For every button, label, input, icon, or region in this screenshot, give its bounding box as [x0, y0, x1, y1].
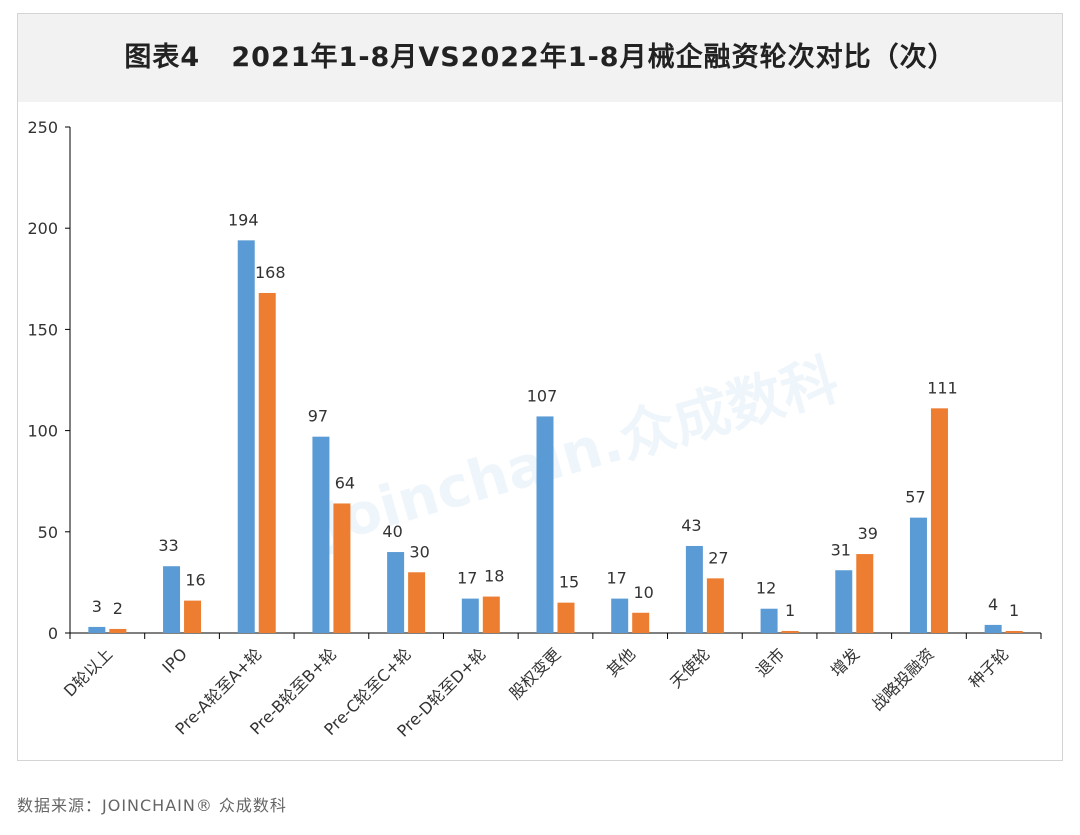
bar-2022 — [706, 578, 724, 633]
data-label: 97 — [308, 407, 328, 426]
bar-2021 — [909, 517, 927, 633]
bar-2022 — [258, 292, 276, 633]
y-tick-label: 200 — [27, 219, 58, 238]
bar-2022 — [632, 612, 650, 633]
y-tick-label: 150 — [27, 320, 58, 339]
data-label: 3 — [92, 597, 102, 616]
bar-2022 — [482, 596, 500, 633]
category-label: 战略投融资 — [868, 644, 938, 714]
data-label: 17 — [457, 569, 477, 588]
source-note: 数据来源：JOINCHAIN® 众成数科 — [17, 796, 287, 815]
data-label: 43 — [681, 516, 701, 535]
data-label: 107 — [527, 386, 558, 405]
bar-2022 — [1005, 630, 1023, 633]
data-label: 40 — [382, 522, 402, 541]
category-label: 其他 — [603, 644, 639, 680]
bar-2021 — [760, 608, 778, 633]
data-label: 16 — [185, 571, 205, 590]
bar-2022 — [408, 572, 426, 633]
category-label: 种子轮 — [965, 644, 1012, 691]
y-tick-label: 100 — [27, 422, 58, 441]
title-band — [18, 14, 1062, 102]
bar-2021 — [461, 598, 479, 633]
data-label: 168 — [255, 263, 286, 282]
bar-2021 — [835, 570, 853, 633]
bar-2021 — [536, 416, 554, 633]
bar-2022 — [333, 503, 351, 633]
bar-2022 — [557, 602, 575, 633]
data-label: 4 — [988, 595, 998, 614]
bar-2022 — [856, 554, 874, 633]
bar-2021 — [685, 545, 703, 633]
bar-2021 — [312, 436, 330, 633]
y-tick-label: 250 — [27, 118, 58, 137]
bar-2021 — [984, 624, 1002, 633]
category-label: 退市 — [752, 644, 788, 680]
data-label: 17 — [607, 569, 627, 588]
data-label: 57 — [905, 488, 925, 507]
data-label: 64 — [335, 473, 355, 492]
data-label: 15 — [559, 573, 579, 592]
y-tick-label: 50 — [38, 523, 58, 542]
data-label: 31 — [831, 540, 851, 559]
data-label: 2 — [113, 599, 123, 618]
data-label: 33 — [158, 536, 178, 555]
data-label: 30 — [409, 542, 429, 561]
data-label: 1 — [785, 601, 795, 620]
bar-2022 — [109, 628, 127, 633]
data-label: 18 — [484, 567, 504, 586]
bar-2022 — [184, 600, 202, 633]
category-label: IPO — [158, 644, 191, 677]
category-label: 股权变更 — [506, 644, 565, 703]
bar-2021 — [387, 552, 405, 633]
bar-2021 — [163, 566, 181, 633]
category-label: D轮以上 — [60, 644, 116, 700]
y-tick-label: 0 — [48, 624, 58, 643]
bar-2022 — [781, 630, 799, 633]
data-label: 27 — [708, 548, 728, 567]
data-label: 39 — [858, 524, 878, 543]
bar-2021 — [88, 626, 106, 633]
bar-2021 — [237, 240, 255, 633]
chart-frame: 图表4 2021年1-8月VS2022年1-8月械企融资轮次对比（次） — [17, 13, 1063, 761]
bar-2021 — [611, 598, 629, 633]
data-label: 194 — [228, 210, 259, 229]
category-label: 增发 — [827, 644, 863, 680]
data-label: 111 — [927, 378, 958, 397]
bar-2022 — [930, 408, 948, 633]
data-label: 1 — [1009, 601, 1019, 620]
data-label: 12 — [756, 579, 776, 598]
category-label: 天使轮 — [666, 644, 713, 691]
chart-title: 图表4 2021年1-8月VS2022年1-8月械企融资轮次对比（次） — [124, 42, 956, 73]
data-label: 10 — [634, 583, 654, 602]
